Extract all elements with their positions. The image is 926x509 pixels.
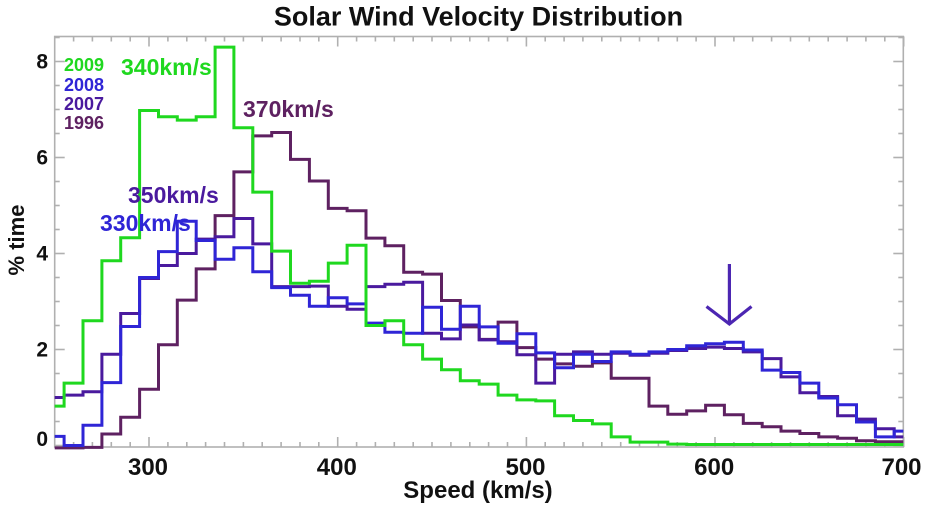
svg-text:600: 600: [694, 454, 734, 481]
svg-text:700: 700: [881, 454, 921, 481]
svg-text:2008: 2008: [64, 75, 104, 95]
svg-text:2009: 2009: [64, 55, 104, 75]
svg-text:400: 400: [317, 454, 357, 481]
svg-text:1996: 1996: [64, 113, 104, 133]
svg-text:Solar Wind Velocity Distributi: Solar Wind Velocity Distribution: [274, 2, 683, 32]
svg-text:2007: 2007: [64, 94, 104, 114]
svg-text:8: 8: [36, 51, 48, 74]
svg-text:2: 2: [36, 339, 48, 362]
svg-text:340km/s: 340km/s: [121, 54, 212, 80]
svg-text:300: 300: [128, 454, 168, 481]
svg-text:330km/s: 330km/s: [100, 210, 191, 236]
svg-text:Speed (km/s): Speed (km/s): [403, 477, 552, 504]
svg-text:% time: % time: [4, 205, 29, 276]
svg-text:350km/s: 350km/s: [128, 182, 219, 208]
svg-text:6: 6: [36, 147, 48, 170]
svg-text:0: 0: [36, 428, 48, 451]
svg-text:500: 500: [505, 454, 545, 481]
svg-text:370km/s: 370km/s: [243, 96, 334, 122]
svg-text:4: 4: [36, 243, 48, 266]
